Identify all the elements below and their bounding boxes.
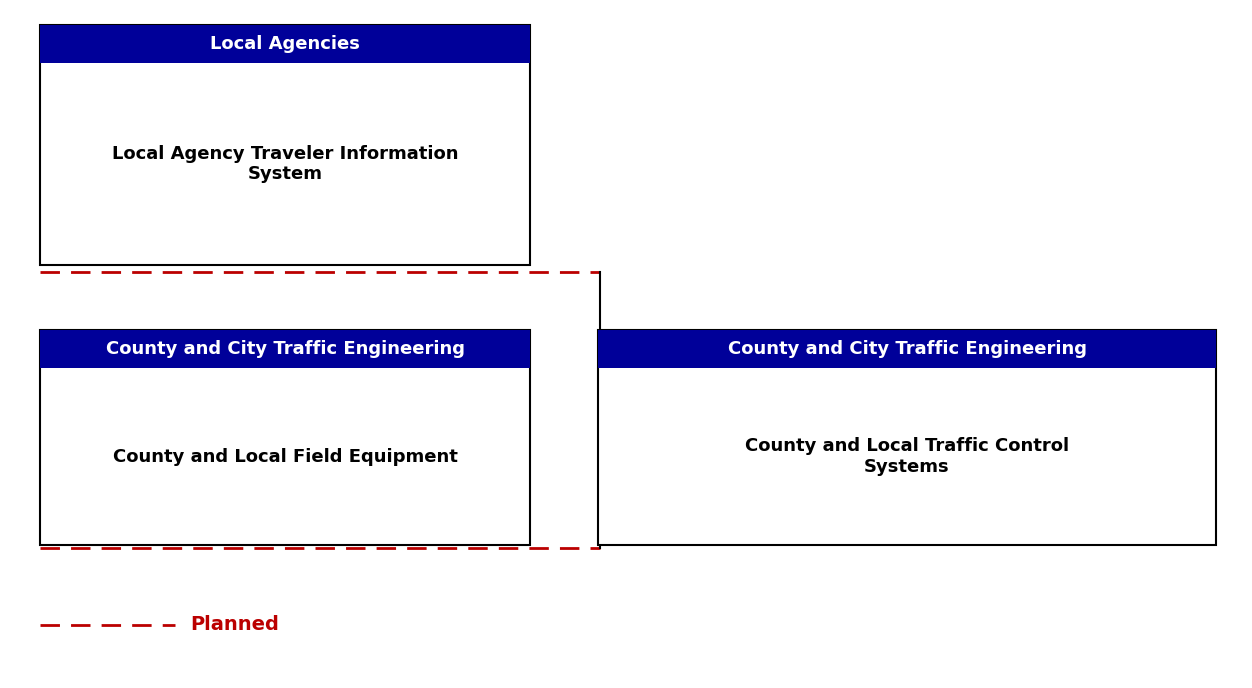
Text: County and City Traffic Engineering: County and City Traffic Engineering [727, 340, 1087, 358]
Text: County and Local Traffic Control
Systems: County and Local Traffic Control Systems [745, 437, 1069, 476]
Bar [598, 330, 1216, 545]
Bar [40, 25, 530, 63]
Text: Planned: Planned [190, 616, 279, 634]
Bar [598, 330, 1216, 368]
Bar [40, 330, 530, 545]
Bar [40, 330, 530, 368]
Bar [40, 25, 530, 265]
Text: County and Local Field Equipment: County and Local Field Equipment [113, 447, 457, 466]
Text: County and City Traffic Engineering: County and City Traffic Engineering [105, 340, 464, 358]
Text: Local Agency Traveler Information
System: Local Agency Traveler Information System [111, 144, 458, 184]
Text: Local Agencies: Local Agencies [210, 35, 359, 53]
